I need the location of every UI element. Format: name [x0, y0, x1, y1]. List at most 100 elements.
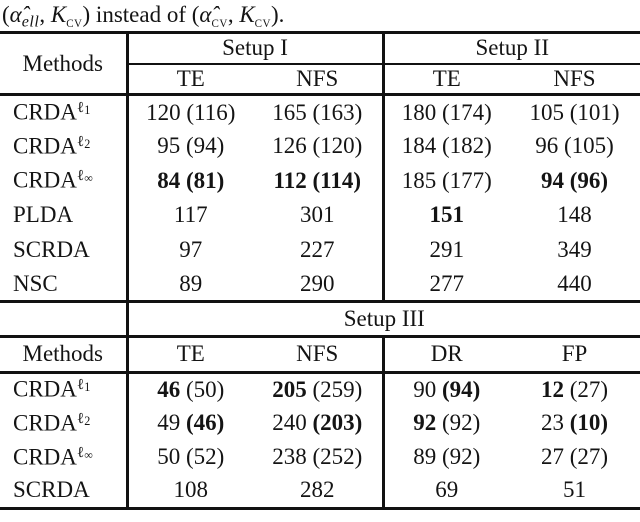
caption-line: (α̂ell, KCV) instead of (α̂CV, KCV).	[0, 0, 640, 31]
methods-column-header: Methods	[0, 32, 129, 96]
cell-paren-value: (81)	[185, 167, 225, 193]
cell-main-value: 349	[557, 236, 592, 262]
cell-main-value: 440	[557, 270, 592, 296]
cell-paren-value: (94)	[185, 133, 225, 159]
cell-main-value: 46	[157, 376, 181, 402]
cell-main-value: 50	[157, 444, 181, 469]
col-header-nfs: NFS	[253, 63, 385, 96]
value-cell: 151	[383, 198, 509, 233]
cell-main-value: 112	[273, 167, 307, 193]
sub-header-row: TE NFS TE NFS	[0, 63, 640, 96]
cell-paren-value: (174)	[441, 99, 492, 125]
method-base: CRDA	[13, 410, 77, 436]
cell-main-value: 227	[300, 236, 335, 262]
table-row: CRDAℓ2 95 (94) 126 (120) 184 (182) 96 (105)	[0, 129, 640, 164]
method-base: CRDA	[13, 168, 77, 194]
method-base: CRDA	[13, 133, 77, 159]
cell-main-value: 92	[413, 410, 437, 435]
methods-column-header: Methods	[0, 336, 129, 374]
col-header-nfs: NFS	[509, 63, 640, 96]
value-cell: 112 (114)	[253, 163, 385, 198]
cell-paren-value: (252)	[312, 444, 363, 469]
cell-main-value: 51	[563, 477, 586, 503]
value-cell: 301	[253, 198, 385, 233]
cell-paren-value: (94)	[441, 376, 481, 402]
value-cell: 89	[127, 267, 253, 302]
table-row: CRDAℓ1 46 (50) 205 (259) 90 (94) 12 (27)	[0, 372, 640, 406]
method-superscript-subscript: ∞	[84, 171, 93, 186]
value-cell: 227	[253, 232, 385, 267]
cell-paren-value: (10)	[569, 410, 609, 435]
results-table-setup-3: Setup III Methods TE NFS DR FP CRDAℓ1 46 …	[0, 303, 640, 510]
value-cell: 96 (105)	[509, 129, 640, 164]
value-cell: 92 (92)	[383, 406, 509, 440]
empty-corner-cell	[0, 303, 129, 338]
value-cell: 94 (96)	[509, 164, 640, 199]
method-name-cell: CRDAℓ1	[0, 94, 129, 129]
cell-main-value: 117	[173, 202, 208, 228]
method-superscript-subscript: 2	[84, 413, 91, 428]
cell-main-value: 49	[157, 410, 181, 435]
cell-main-value: 97	[179, 236, 203, 262]
value-cell: 282	[253, 474, 385, 508]
value-cell: 69	[383, 474, 509, 508]
cell-paren-value: (120)	[312, 133, 363, 159]
cell-main-value: 185	[401, 167, 437, 193]
method-base: PLDA	[13, 202, 74, 228]
cell-main-value: 120	[146, 99, 181, 125]
cell-main-value: 238	[272, 444, 307, 469]
value-cell: 50 (52)	[127, 440, 253, 474]
caption-segment: CV	[254, 17, 271, 30]
cell-main-value: 205	[272, 376, 307, 402]
caption-math: (α̂ell, KCV) instead of (α̂CV, KCV).	[2, 2, 285, 31]
method-superscript-subscript: ∞	[84, 447, 93, 462]
value-cell: 290	[253, 267, 385, 302]
value-cell: 165 (163)	[253, 94, 385, 129]
setup-1-header: Setup I	[127, 32, 385, 65]
cell-main-value: 282	[300, 477, 335, 503]
value-cell: 97	[127, 233, 253, 268]
method-name-cell: PLDA	[0, 198, 129, 233]
method-name-cell: CRDAℓ2	[0, 406, 129, 440]
col-header-te: TE	[127, 63, 253, 96]
cell-paren-value: (52)	[185, 444, 225, 469]
table-row: PLDA 117 301 151 148	[0, 198, 640, 233]
cell-main-value: 184	[401, 133, 437, 159]
col-header-te: TE	[383, 63, 509, 96]
value-cell: 117	[127, 198, 253, 233]
cell-paren-value: (177)	[441, 167, 492, 193]
method-superscript: ℓ∞	[76, 167, 93, 186]
value-cell: 440	[509, 267, 640, 302]
value-cell: 23 (10)	[509, 406, 640, 440]
cell-paren-value: (27)	[569, 444, 609, 469]
method-base: NSC	[13, 270, 58, 296]
value-cell: 291	[383, 233, 509, 268]
setup-3-header: Setup III	[127, 303, 640, 338]
value-cell: 238 (252)	[253, 440, 385, 474]
cell-paren-value: (27)	[569, 376, 609, 402]
group-header-row: Methods Setup I Setup II	[0, 32, 640, 96]
cell-main-value: 180	[401, 99, 437, 125]
cell-main-value: 12	[540, 376, 564, 402]
cell-main-value: 240	[272, 410, 307, 435]
method-base: SCRDA	[13, 477, 90, 503]
cell-main-value: 290	[300, 270, 335, 296]
cell-main-value: 105	[529, 99, 564, 125]
results-table-setup-1-2: Methods Setup I Setup II TE NFS TE NFS C…	[0, 31, 640, 303]
method-name-cell: CRDAℓ∞	[0, 440, 129, 474]
caption-segment: K	[239, 2, 255, 27]
value-cell: 349	[509, 233, 640, 268]
value-cell: 184 (182)	[383, 129, 509, 164]
caption-segment: CV	[211, 17, 228, 30]
table-row: NSC 89 290 277 440	[0, 267, 640, 302]
caption-segment: ).	[270, 2, 285, 27]
table1-body: CRDAℓ1 120 (116) 165 (163) 180 (174) 105 (10…	[0, 94, 640, 302]
table-row: CRDAℓ2 49 (46) 240 (203) 92 (92) 23 (10)	[0, 406, 640, 440]
cell-paren-value: (259)	[312, 376, 363, 402]
value-cell: 108	[127, 474, 253, 508]
value-cell: 27 (27)	[509, 440, 640, 474]
cell-main-value: 126	[272, 133, 307, 159]
cell-main-value: 27	[540, 444, 564, 469]
cell-main-value: 165	[272, 99, 307, 125]
